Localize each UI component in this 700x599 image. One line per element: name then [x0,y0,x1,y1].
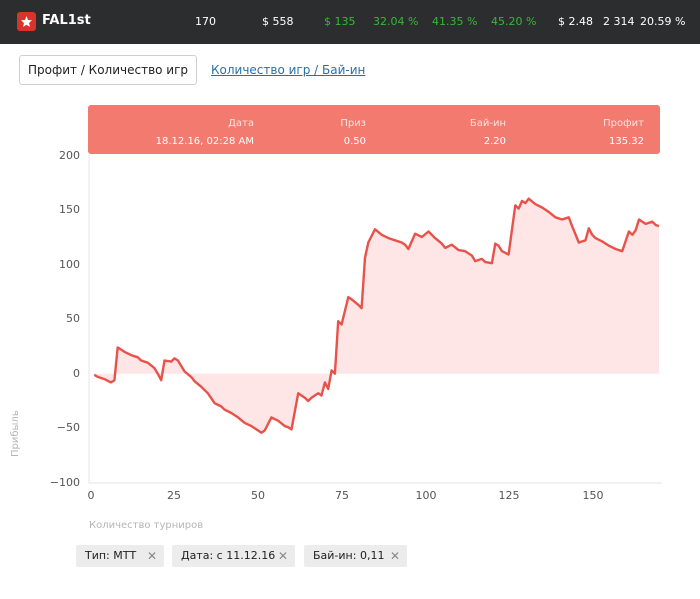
tooltip-profit-label: Профит [603,118,644,129]
y-tick-label: −50 [56,421,80,434]
y-axis-title: Прибыль [10,410,21,457]
profit-series-line[interactable] [93,197,660,434]
stat-games: 170 [195,15,216,28]
tooltip-prize-label: Приз [340,118,366,129]
stat-rate: 20.59 % [640,15,686,28]
tooltip-date-label: Дата [228,118,254,129]
close-icon[interactable]: ✕ [389,549,400,563]
filter-chip-label: Бай-ин: 0,11 [313,549,385,562]
y-tick-label: 100 [59,258,80,271]
x-tick-label: 50 [251,489,265,502]
stat-percent: 45.20 % [491,15,537,28]
y-tick-label: 200 [59,149,80,162]
tooltip-buyin-value: 2.20 [483,136,506,147]
stat-buyins: $ 558 [262,15,294,28]
tooltip-buyin-label: Бай-ин [469,118,506,129]
y-tick-label: 50 [66,312,80,325]
x-tick-label: 100 [415,489,437,502]
stat-avg-buyin: $ 2.48 [558,15,593,28]
stat-count: 2 314 [603,15,635,28]
stat-itm: 41.35 % [432,15,478,28]
filter-chip-date: Дата: с 11.12.16 ✕ [172,545,295,567]
x-tick-label: 150 [582,489,604,502]
x-tick-label: 25 [167,489,181,502]
x-tick-label: 0 [87,489,95,502]
filter-chip-label: Дата: с 11.12.16 [181,549,276,562]
close-icon[interactable]: ✕ [277,549,288,563]
stat-roi: 32.04 % [373,15,419,28]
filter-chip-buyin: Бай-ин: 0,11 ✕ [304,545,407,567]
y-tick-label: 150 [59,203,80,216]
tab-games-by-buyin[interactable]: Количество игр / Бай-ин [211,63,366,77]
pokerstars-logo-icon [17,12,36,31]
y-tick-label: −100 [49,476,80,489]
y-tick-label: 0 [73,367,80,380]
tooltip-date-value: 18.12.16, 02:28 AM [155,136,254,147]
player-name: FAL1st [42,13,91,28]
x-tick-label: 125 [498,489,520,502]
profit-area-fill [94,198,660,433]
tab-profit-by-games[interactable]: Профит / Количество игр [19,55,197,85]
tooltip-prize-value: 0.50 [343,136,366,147]
close-icon[interactable]: ✕ [146,549,157,563]
x-tick-label: 75 [335,489,349,502]
top-bar: FAL1st 170 $ 558 $ 135 32.04 % 41.35 % 4… [0,0,700,44]
x-axis-title: Количество турниров [89,520,204,531]
filter-chip-type: Тип: МТТ ✕ [76,545,164,567]
stat-profit: $ 135 [324,15,356,28]
data-point-tooltip: Дата 18.12.16, 02:28 AM Приз 0.50 Бай-ин… [88,105,660,154]
tooltip-profit-value: 135.32 [609,136,644,147]
filter-chip-label: Тип: МТТ [85,549,137,562]
